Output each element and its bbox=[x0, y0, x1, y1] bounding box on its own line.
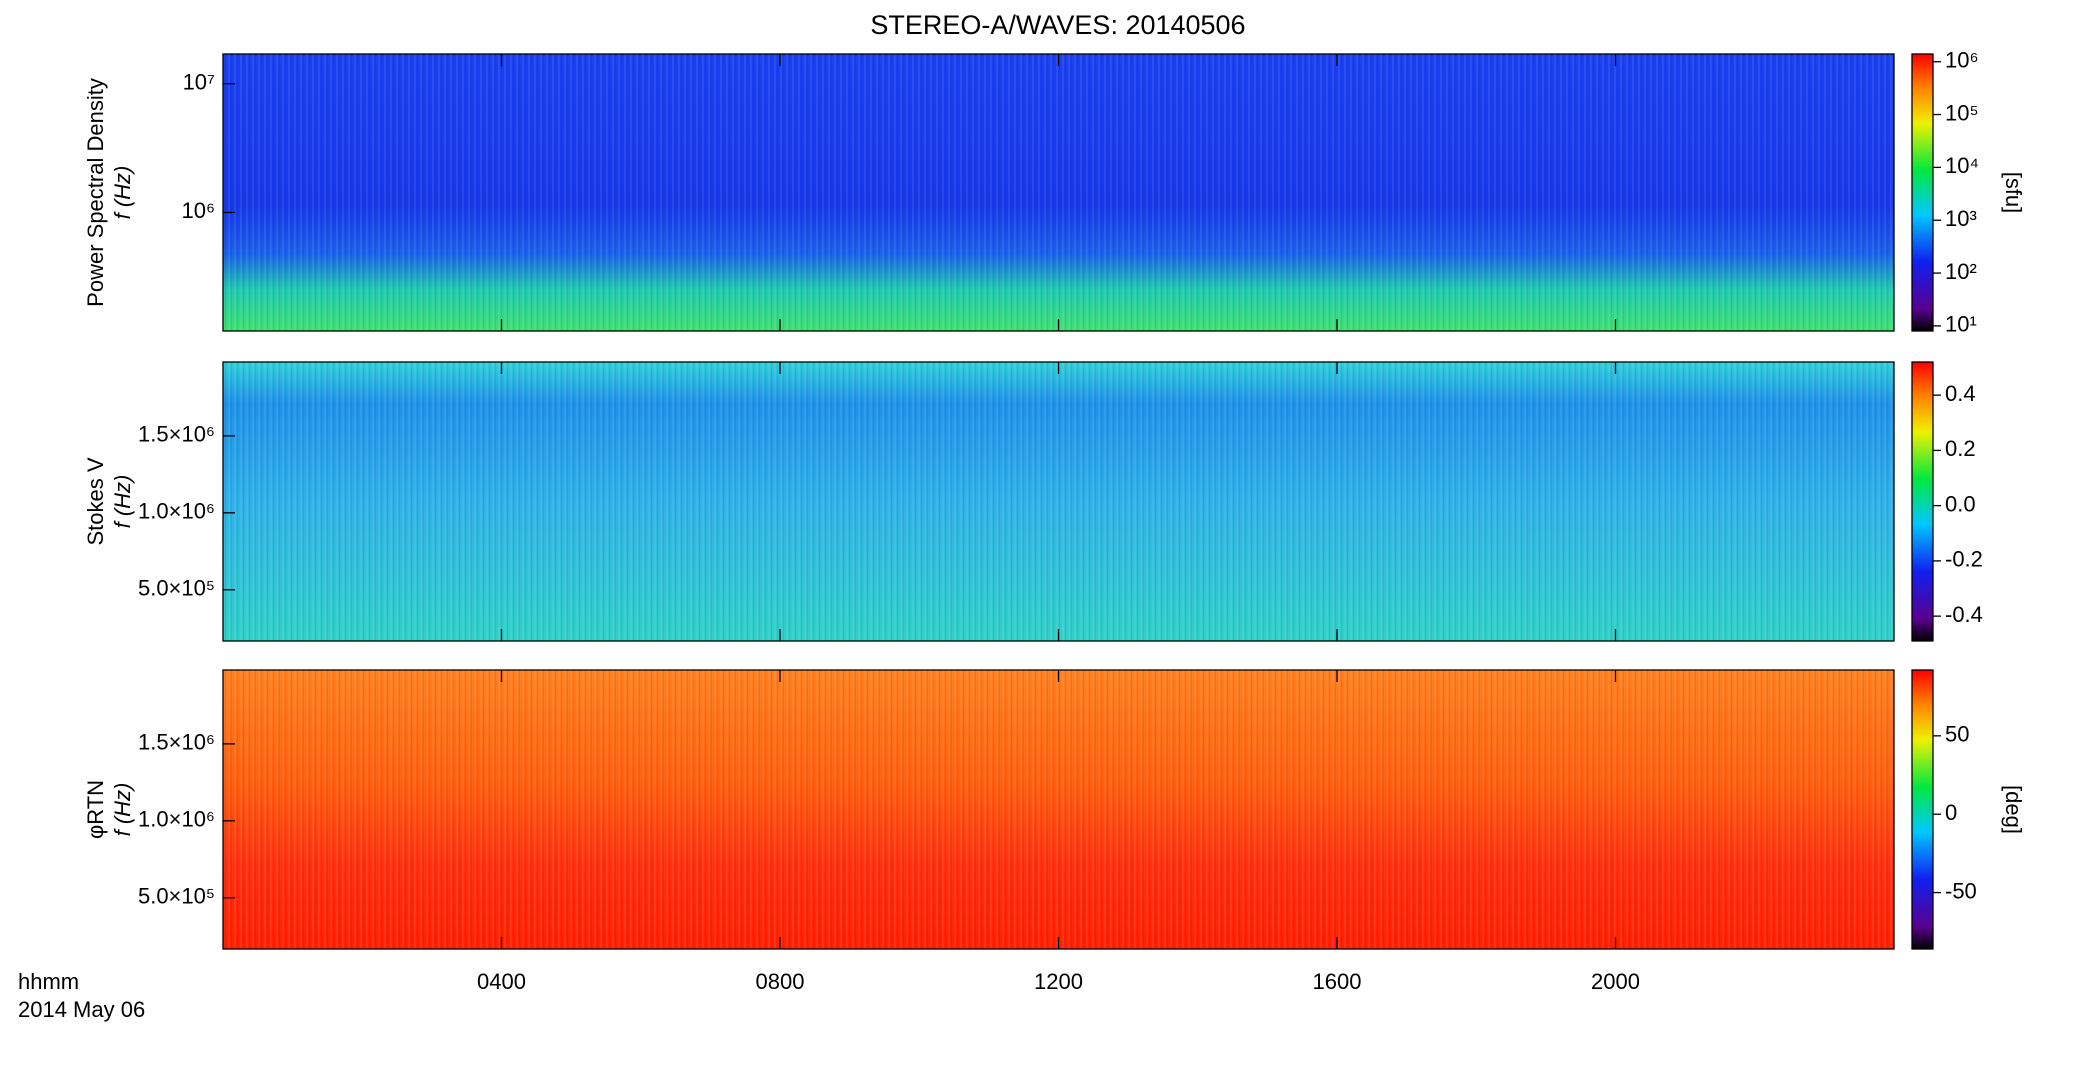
colorbar-tick-label: -0.4 bbox=[1945, 602, 1983, 627]
chart-title: STEREO-A/WAVES: 20140506 bbox=[870, 10, 1245, 40]
colorbar-tick-label: 10⁵ bbox=[1945, 100, 1979, 125]
colorbar-tick-label: 0 bbox=[1945, 800, 1957, 825]
colorbar bbox=[1911, 669, 1934, 950]
y-axis-label: f (Hz) bbox=[110, 166, 135, 220]
y-axis-label: φRTN bbox=[83, 780, 108, 839]
texture bbox=[223, 670, 1894, 949]
y-tick-label: 10⁶ bbox=[181, 198, 215, 223]
y-tick-label: 5.0×10⁵ bbox=[138, 576, 215, 601]
y-tick-label: 1.5×10⁶ bbox=[138, 730, 215, 755]
x-tick-label: 0400 bbox=[477, 969, 526, 994]
y-axis-label: f (Hz) bbox=[110, 475, 135, 529]
y-tick-label: 1.0×10⁶ bbox=[138, 499, 215, 524]
colorbar bbox=[1911, 53, 1934, 332]
x-tick-label: 0800 bbox=[756, 969, 805, 994]
y-tick-label: 1.5×10⁶ bbox=[138, 422, 215, 447]
colorbar-tick-label: 10³ bbox=[1945, 206, 1977, 231]
y-axis-label: Power Spectral Density bbox=[83, 78, 108, 307]
y-tick-label: 1.0×10⁶ bbox=[138, 807, 215, 832]
texture bbox=[223, 362, 1894, 641]
colorbar-tick-label: -50 bbox=[1945, 878, 1977, 903]
colorbar bbox=[1911, 361, 1934, 642]
colorbar-tick-label: 10⁴ bbox=[1945, 153, 1979, 178]
date-label: 2014 May 06 bbox=[18, 997, 145, 1022]
colorbar-tick-label: 10² bbox=[1945, 259, 1977, 284]
texture bbox=[223, 54, 1894, 331]
y-axis-label: f (Hz) bbox=[110, 783, 135, 837]
y-tick-label: 5.0×10⁵ bbox=[138, 884, 215, 909]
colorbar-tick-label: 0.2 bbox=[1945, 436, 1976, 461]
colorbar-tick-label: 50 bbox=[1945, 722, 1969, 747]
colorbar-tick-label: 0.4 bbox=[1945, 381, 1976, 406]
y-tick-label: 10⁷ bbox=[183, 69, 215, 94]
x-tick-label: 1200 bbox=[1034, 969, 1083, 994]
colorbar-tick-label: 0.0 bbox=[1945, 491, 1976, 516]
colorbar-label: [sfu] bbox=[2001, 172, 2026, 214]
colorbar-tick-label: 10¹ bbox=[1945, 312, 1977, 337]
colorbar-tick-label: -0.2 bbox=[1945, 547, 1983, 572]
x-tick-label: 2000 bbox=[1591, 969, 1640, 994]
colorbar-tick-label: 10⁶ bbox=[1945, 48, 1979, 73]
x-tick-label: 1600 bbox=[1313, 969, 1362, 994]
x-axis-label: hhmm bbox=[18, 969, 79, 994]
y-axis-label: Stokes V bbox=[83, 457, 108, 545]
colorbar-label: [deg] bbox=[2001, 785, 2026, 834]
